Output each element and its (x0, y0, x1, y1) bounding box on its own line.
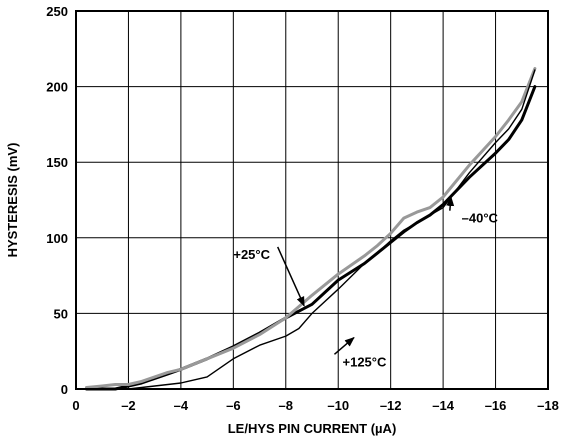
x-tick-label: –16 (485, 398, 507, 413)
y-tick-label: 0 (61, 382, 68, 397)
x-tick-label: –8 (279, 398, 293, 413)
annotation-arrow (333, 336, 355, 355)
x-tick-label: –10 (327, 398, 349, 413)
series-lines (85, 67, 537, 391)
plot-frame (75, 10, 549, 390)
x-tick-label: –12 (380, 398, 402, 413)
x-tick-label: –18 (537, 398, 559, 413)
y-tick-label: 200 (46, 80, 68, 95)
x-tick-label: –6 (226, 398, 240, 413)
x-axis-ticks: 0 –2 –4 –6 –8 –10 –12 –14 –16 –18 (72, 398, 558, 413)
annotation-arrow (277, 246, 305, 307)
x-axis-label: LE/HYS PIN CURRENT (µA) (228, 421, 397, 436)
y-axis-ticks: 0 50 100 150 200 250 (46, 4, 68, 397)
x-tick-label: –2 (121, 398, 135, 413)
x-tick-label: –4 (174, 398, 189, 413)
series-line-125CC (85, 69, 536, 390)
annotation-label: +25°C (233, 247, 270, 262)
annotation-label: +125°C (343, 354, 387, 369)
annotations: –40°C +25°C +125°C (233, 195, 499, 369)
y-tick-label: 150 (46, 155, 68, 170)
y-tick-label: 50 (54, 306, 68, 321)
series-line-25CC (85, 67, 537, 389)
y-tick-label: 250 (46, 4, 68, 19)
grid-lines (76, 11, 548, 389)
annotation-label: –40°C (462, 211, 499, 226)
x-tick-label: –14 (432, 398, 454, 413)
x-tick-label: 0 (72, 398, 79, 413)
y-tick-label: 100 (46, 231, 68, 246)
y-axis-label: HYSTERESIS (mV) (5, 143, 20, 258)
annotation-arrow (446, 195, 455, 211)
